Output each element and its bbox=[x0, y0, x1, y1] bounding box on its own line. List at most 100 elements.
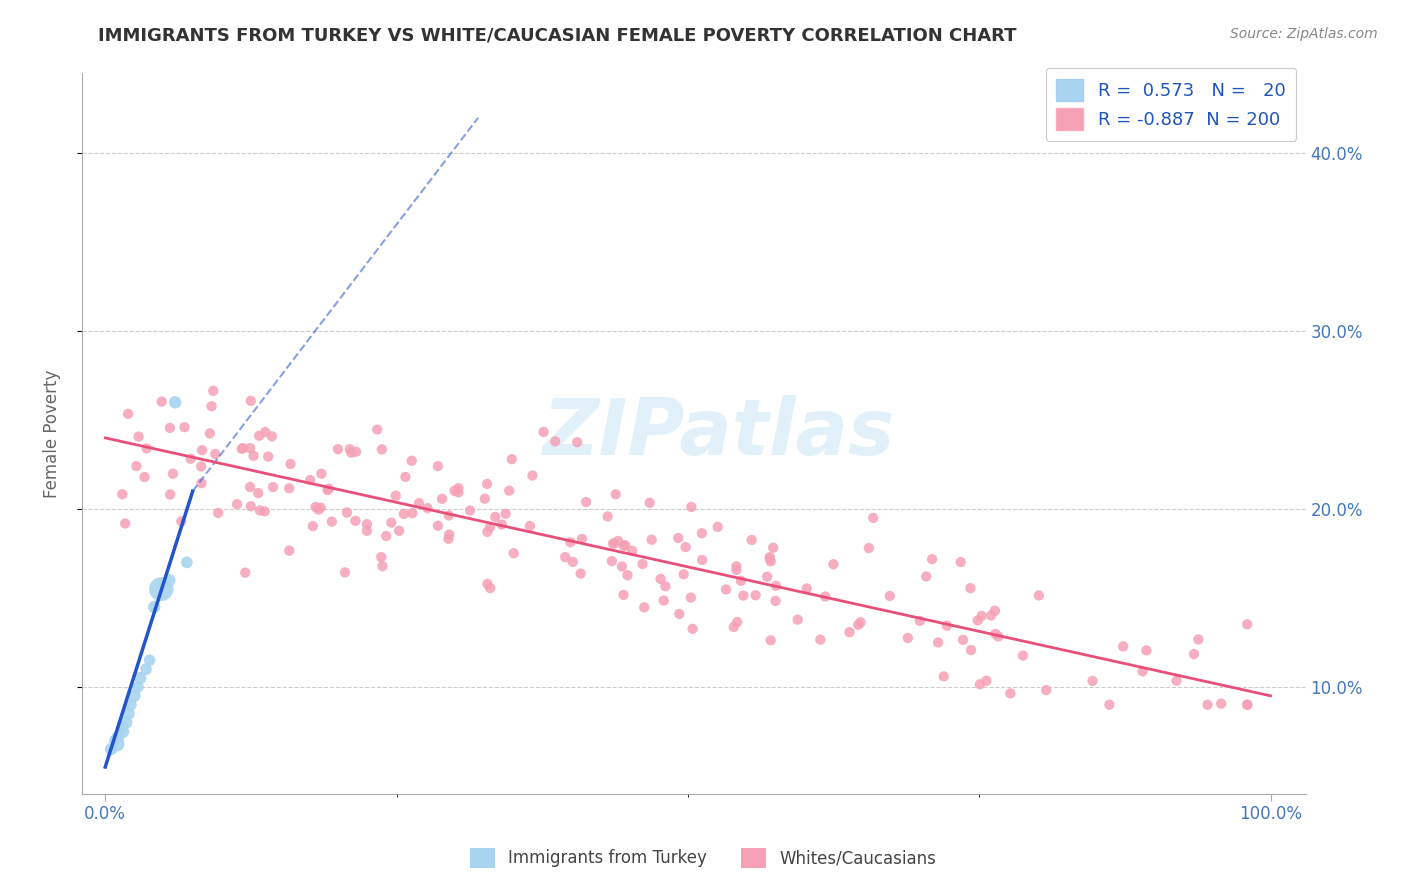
Point bbox=[495, 507, 517, 521]
Point bbox=[969, 677, 991, 691]
Point bbox=[127, 680, 149, 694]
Point bbox=[340, 445, 363, 459]
Point bbox=[1166, 673, 1188, 688]
Point bbox=[371, 442, 394, 457]
Point bbox=[401, 506, 423, 520]
Point bbox=[231, 442, 253, 456]
Point bbox=[439, 527, 461, 541]
Point bbox=[239, 500, 262, 514]
Point bbox=[316, 483, 339, 497]
Point bbox=[862, 511, 884, 525]
Point bbox=[380, 516, 402, 530]
Point bbox=[921, 552, 943, 566]
Point bbox=[519, 519, 541, 533]
Point bbox=[100, 742, 122, 756]
Point bbox=[308, 502, 330, 516]
Point bbox=[730, 574, 752, 588]
Point bbox=[202, 384, 225, 398]
Point bbox=[408, 496, 430, 510]
Point bbox=[759, 550, 782, 565]
Point bbox=[474, 491, 496, 506]
Point bbox=[675, 540, 697, 554]
Point bbox=[309, 500, 332, 515]
Point bbox=[633, 600, 655, 615]
Point bbox=[117, 706, 139, 721]
Point bbox=[176, 556, 198, 570]
Point bbox=[759, 554, 782, 568]
Point bbox=[614, 538, 637, 552]
Point bbox=[602, 536, 624, 550]
Point bbox=[569, 566, 592, 581]
Point bbox=[280, 457, 302, 471]
Point bbox=[162, 467, 184, 481]
Point bbox=[1081, 673, 1104, 688]
Point bbox=[344, 514, 367, 528]
Point bbox=[744, 588, 766, 602]
Point bbox=[200, 399, 222, 413]
Point bbox=[960, 643, 983, 657]
Point bbox=[567, 435, 589, 450]
Point bbox=[260, 429, 283, 443]
Point bbox=[690, 526, 713, 541]
Point bbox=[1132, 665, 1154, 679]
Point bbox=[668, 607, 690, 621]
Point bbox=[207, 506, 229, 520]
Point bbox=[447, 485, 470, 500]
Point bbox=[321, 515, 343, 529]
Point bbox=[247, 486, 270, 500]
Point bbox=[204, 447, 226, 461]
Point bbox=[198, 426, 221, 441]
Point bbox=[135, 442, 157, 456]
Point bbox=[682, 622, 704, 636]
Point bbox=[976, 673, 998, 688]
Point bbox=[159, 487, 181, 501]
Point bbox=[808, 632, 831, 647]
Point bbox=[475, 476, 498, 491]
Point bbox=[560, 535, 582, 549]
Point bbox=[1000, 686, 1022, 700]
Point bbox=[254, 425, 277, 439]
Point bbox=[302, 519, 325, 533]
Point bbox=[437, 532, 460, 546]
Point bbox=[501, 452, 523, 467]
Point bbox=[814, 590, 837, 604]
Point bbox=[479, 581, 502, 595]
Point bbox=[239, 480, 262, 494]
Point bbox=[170, 514, 193, 528]
Point bbox=[128, 429, 150, 443]
Point bbox=[1211, 697, 1233, 711]
Point bbox=[759, 551, 782, 566]
Point bbox=[984, 604, 1007, 618]
Legend: Immigrants from Turkey, Whites/Caucasians: Immigrants from Turkey, Whites/Caucasian… bbox=[464, 841, 942, 875]
Point bbox=[108, 730, 131, 744]
Point bbox=[640, 533, 662, 547]
Text: IMMIGRANTS FROM TURKEY VS WHITE/CAUCASIAN FEMALE POVERTY CORRELATION CHART: IMMIGRANTS FROM TURKEY VS WHITE/CAUCASIA… bbox=[98, 27, 1017, 45]
Point bbox=[135, 662, 157, 676]
Point bbox=[935, 618, 957, 632]
Point bbox=[191, 443, 214, 458]
Point bbox=[370, 550, 392, 565]
Point bbox=[605, 487, 627, 501]
Point bbox=[554, 550, 576, 565]
Point bbox=[1236, 617, 1258, 632]
Point bbox=[654, 579, 676, 593]
Point bbox=[304, 500, 326, 514]
Point bbox=[879, 589, 901, 603]
Point bbox=[117, 407, 139, 421]
Point bbox=[1035, 683, 1057, 698]
Point bbox=[725, 615, 748, 629]
Point bbox=[613, 539, 636, 553]
Point bbox=[949, 555, 972, 569]
Point bbox=[233, 566, 256, 580]
Point bbox=[226, 497, 249, 511]
Point bbox=[987, 630, 1010, 644]
Point bbox=[190, 476, 212, 491]
Point bbox=[1112, 640, 1135, 654]
Point bbox=[672, 567, 695, 582]
Point bbox=[603, 536, 626, 550]
Point bbox=[823, 558, 845, 572]
Point bbox=[849, 615, 872, 630]
Point bbox=[681, 500, 703, 514]
Point bbox=[356, 524, 378, 538]
Point bbox=[190, 459, 212, 474]
